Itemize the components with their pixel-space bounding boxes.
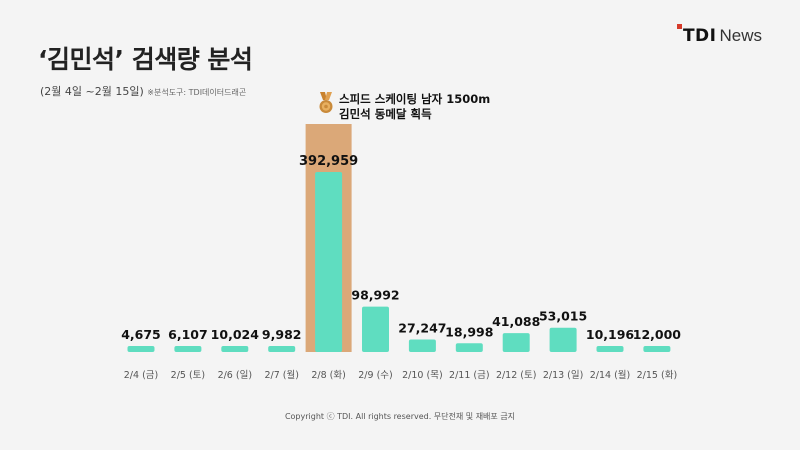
value-label: 9,982 [262, 327, 302, 342]
x-tick-label: 2/7 (월) [264, 369, 298, 381]
bar-2/6 (일) [221, 346, 249, 352]
x-tick-label: 2/15 (화) [637, 370, 678, 381]
period-text: (2월 4일 ~2월 15일) [40, 85, 144, 98]
page-title: ‘김민석’ 검색량 분석 [38, 45, 253, 74]
value-label: 10,196 [586, 327, 635, 342]
logo-brand-text: TDI [682, 26, 717, 46]
tdi-news-logo: TDI News [676, 24, 762, 46]
x-tick-label: 2/8 (화) [311, 370, 345, 381]
value-label: 27,247 [398, 321, 446, 336]
bar-2/10 (목) [408, 339, 436, 352]
x-tick-label: 2/11 (금) [449, 370, 490, 381]
bar-2/13 (일) [549, 327, 577, 352]
bar-2/11 (금) [455, 343, 483, 352]
x-tick-label: 2/10 (목) [402, 370, 443, 381]
x-tick-label: 2/4 (금) [124, 370, 158, 381]
tool-note: ※분석도구: TDI데이터드래곤 [147, 88, 247, 97]
event-annotation: 스피드 스케이팅 남자 1500m 김민석 동메달 획득 [318, 92, 490, 122]
value-label: 53,015 [539, 309, 587, 324]
bar-2/4 (금) [127, 346, 155, 352]
x-tick-label: 2/5 (토) [171, 370, 205, 381]
value-label: 392,959 [299, 154, 358, 169]
x-tick-label: 2/9 (수) [358, 370, 392, 381]
value-label: 4,675 [121, 327, 161, 342]
annotation-line-2: 김민석 동메달 획득 [339, 107, 432, 121]
footer-copyright: Copyright ⓒ TDI. All rights reserved. 무단… [284, 412, 516, 421]
bar-2/15 (화) [643, 346, 671, 352]
value-label: 12,000 [633, 327, 682, 342]
value-label: 98,992 [351, 288, 399, 303]
logo-dot [676, 24, 682, 29]
x-tick-label: 2/12 (토) [496, 370, 537, 381]
bar-2/12 (토) [502, 333, 530, 352]
x-tick-label: 2/14 (월) [590, 369, 631, 381]
annotation-line-1: 스피드 스케이팅 남자 1500m [339, 92, 491, 106]
bar-2/14 (월) [596, 346, 624, 352]
x-tick-label: 2/6 (일) [218, 370, 252, 381]
bar-2/7 (월) [268, 346, 296, 352]
logo-news-text: News [719, 26, 762, 45]
x-tick-label: 2/13 (일) [543, 370, 584, 381]
bar-2/5 (토) [174, 346, 202, 352]
logo-brand: TDI [676, 24, 717, 46]
value-label: 18,998 [445, 324, 493, 339]
value-label: 10,024 [211, 327, 260, 342]
value-label: 41,088 [492, 314, 540, 329]
bar-2/9 (수) [362, 306, 389, 352]
annotation-text: 스피드 스케이팅 남자 1500m 김민석 동메달 획득 [339, 92, 490, 122]
value-label: 6,107 [168, 327, 208, 342]
bar-2/8 (화) [315, 172, 343, 352]
bronze-medal-icon [319, 92, 333, 113]
subtitle: (2월 4일 ~2월 15일) ※분석도구: TDI데이터드래곤 [40, 83, 246, 99]
